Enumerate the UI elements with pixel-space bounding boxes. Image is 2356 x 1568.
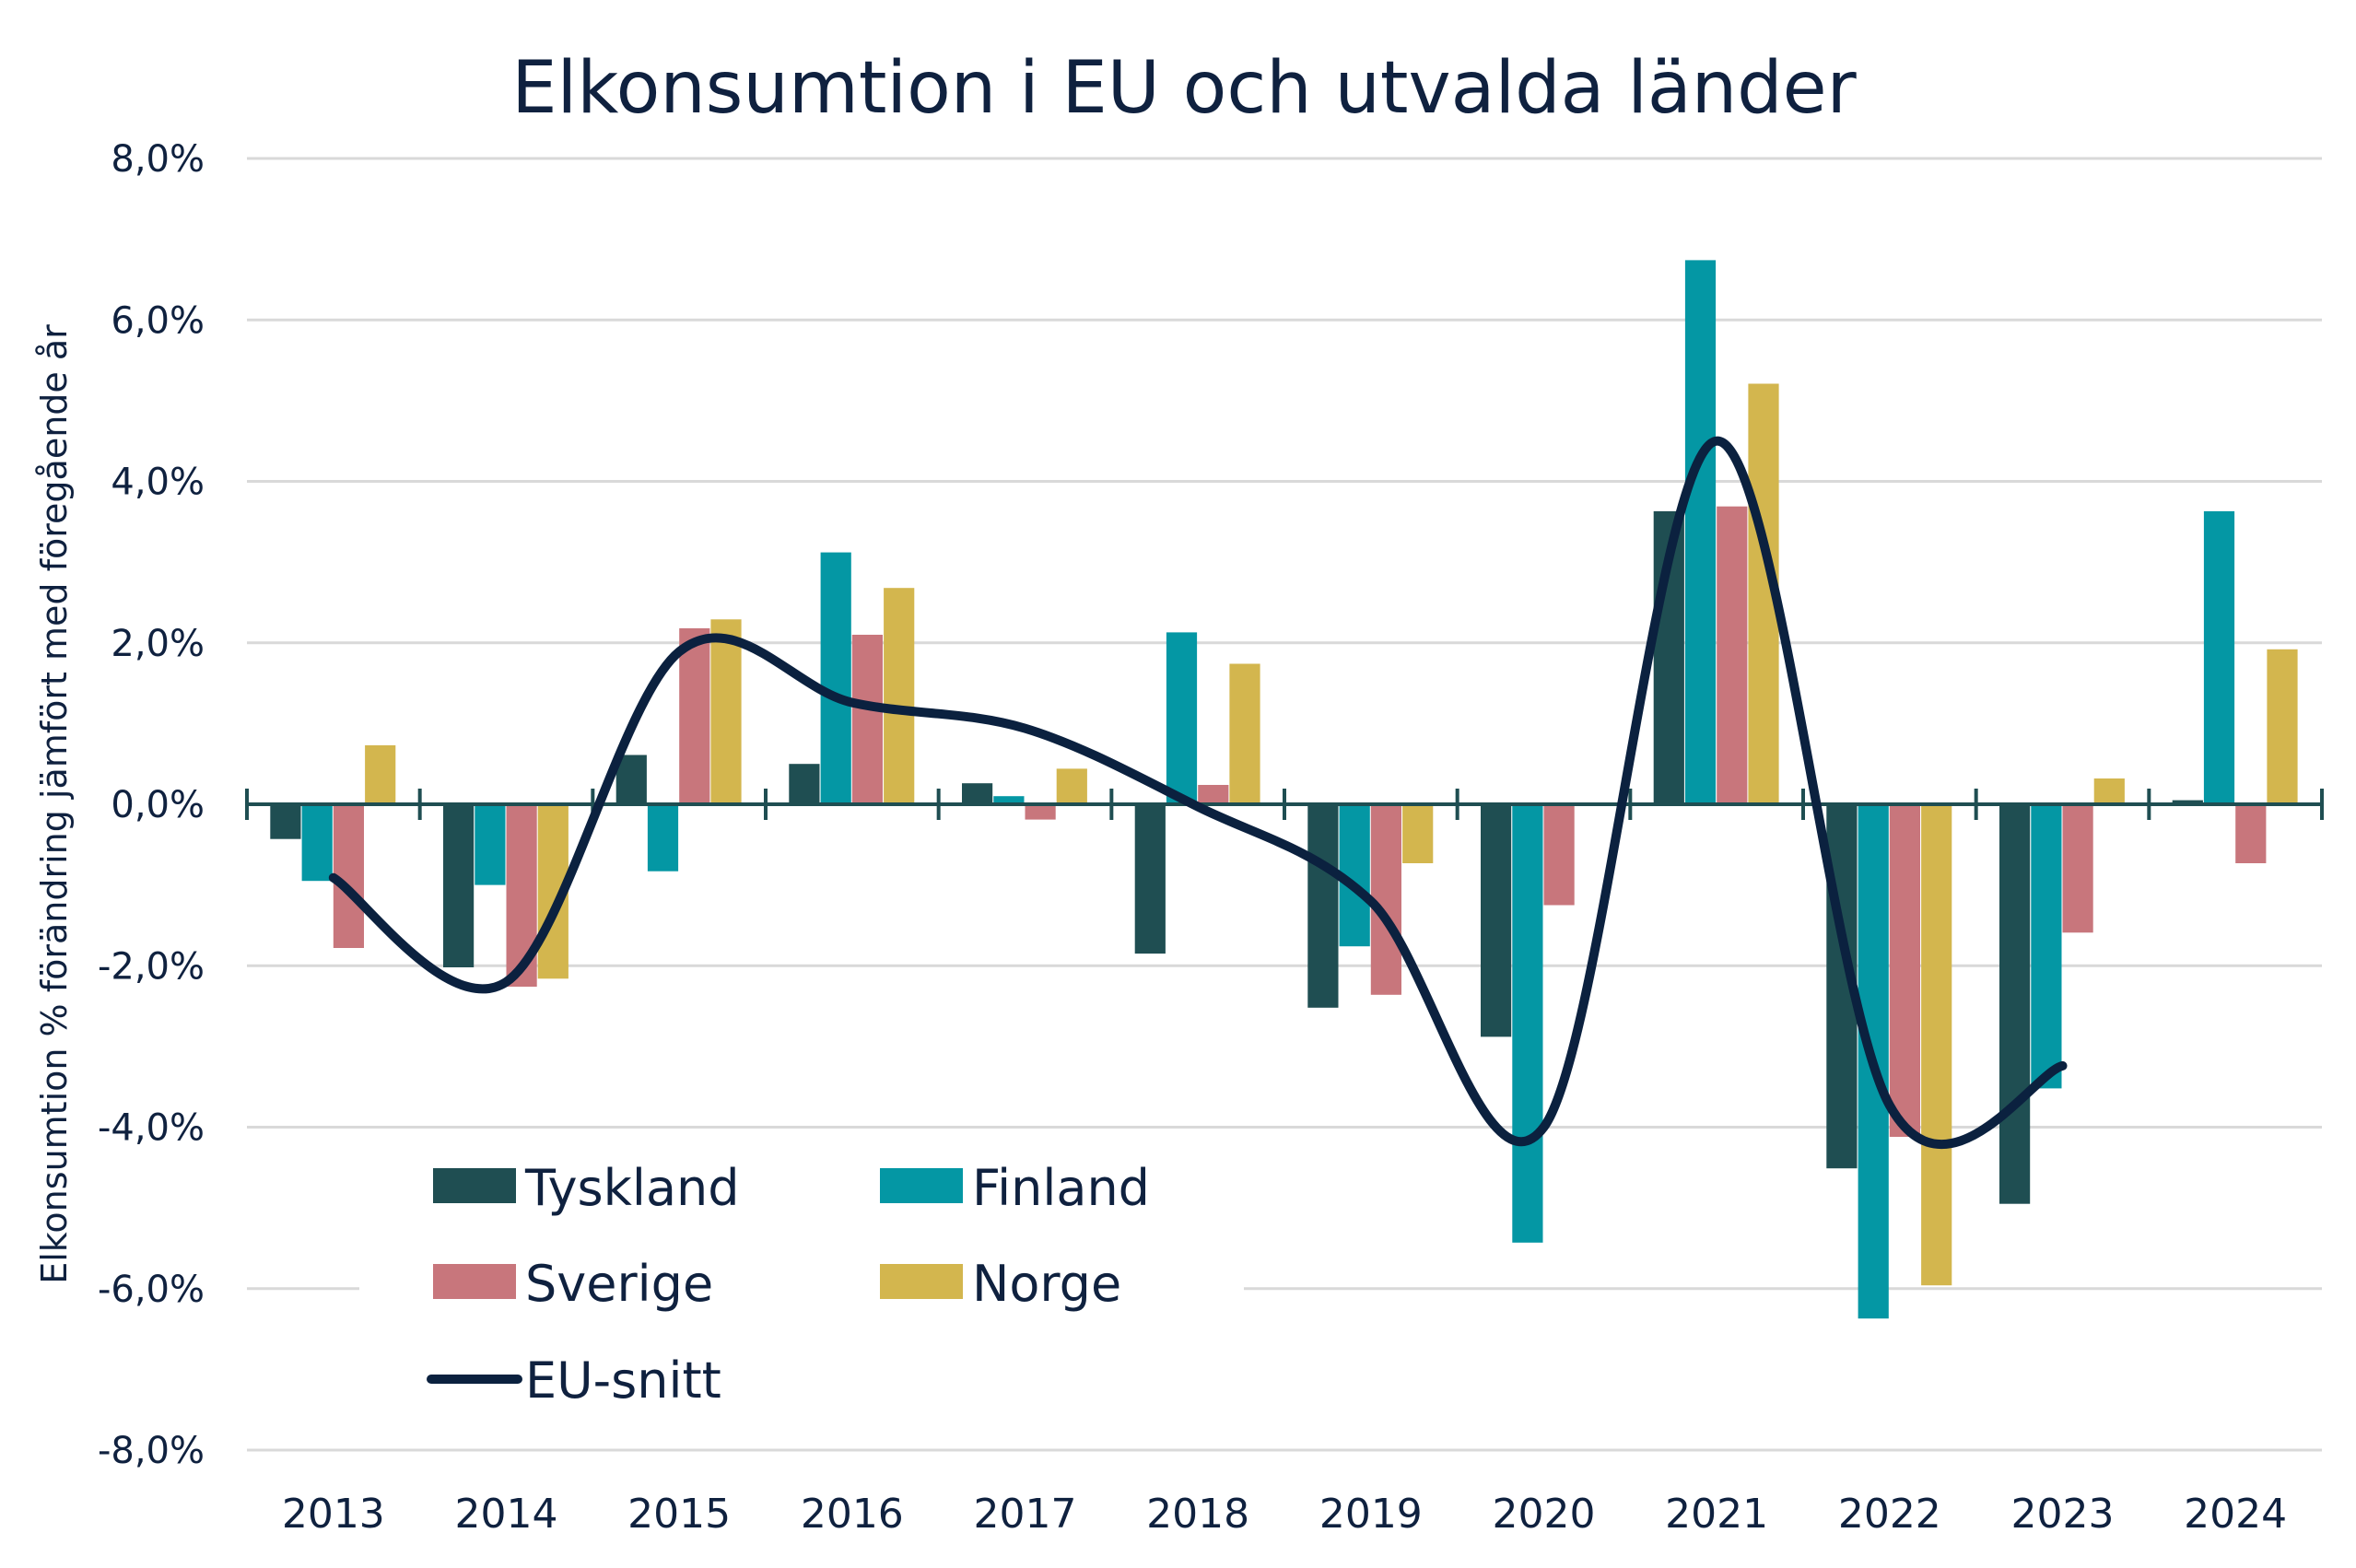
- chart-title: Elkonsumtion i EU och utvalda länder: [511, 47, 1857, 130]
- y-tick-label: 0,0%: [111, 784, 205, 826]
- bar-tyskland-2017: [962, 783, 993, 804]
- y-tick-label: -2,0%: [98, 945, 205, 988]
- y-tick-label: -8,0%: [98, 1430, 205, 1472]
- bar-finland-2021: [1684, 260, 1717, 804]
- y-axis-title: Elkonsumtion % förändring jämfört med fö…: [34, 324, 75, 1284]
- legend-item-norge: Norge: [880, 1255, 1121, 1313]
- legend-label: Finland: [972, 1159, 1150, 1217]
- x-tick-label: 2015: [627, 1491, 731, 1538]
- x-tick-label: 2017: [974, 1491, 1077, 1538]
- legend-swatch: [433, 1264, 516, 1299]
- bar-sverige-2016: [851, 635, 883, 804]
- eu-average-line-layer: [328, 436, 2068, 1150]
- bar-norge-2022: [1921, 804, 1952, 1286]
- bar-norge-2024: [2267, 649, 2298, 804]
- bar-norge-2023: [2093, 778, 2125, 804]
- bar-sverige-2022: [1889, 804, 1920, 1137]
- bar-sverige-2015: [679, 628, 710, 804]
- x-tick-label: 2016: [801, 1491, 904, 1538]
- bar-tyskland-2013: [270, 804, 301, 839]
- y-tick-label: -4,0%: [98, 1107, 205, 1150]
- bar-sverige-2020: [1543, 804, 1575, 906]
- x-tick-label: 2014: [455, 1491, 558, 1538]
- legend-swatch: [880, 1168, 963, 1203]
- bar-tyskland-2018: [1134, 804, 1166, 954]
- bar-tyskland-2014: [443, 804, 475, 967]
- legend-item-eu-snitt: EU-snitt: [427, 1352, 721, 1410]
- bar-sverige-2021: [1717, 506, 1748, 804]
- bar-finland-2016: [820, 552, 851, 804]
- x-axis-ticks: 2013 2014 2015 2016 2017 2018 2019 2020 2021 2022…: [282, 1491, 2287, 1538]
- x-tick-label: 2021: [1665, 1491, 1768, 1538]
- bar-tyskland-2023: [1999, 804, 2031, 1204]
- bar-sverige-2023: [2062, 804, 2093, 933]
- bar-finland-2018: [1166, 632, 1198, 804]
- bar-sverige-2017: [1025, 804, 1056, 820]
- bar-norge-2015: [710, 619, 742, 804]
- y-tick-label: -6,0%: [98, 1269, 205, 1311]
- bar-norge-2019: [1402, 804, 1434, 863]
- legend-label: Norge: [972, 1255, 1121, 1313]
- y-tick-label: 2,0%: [111, 623, 205, 665]
- x-tick-label: 2018: [1146, 1491, 1249, 1538]
- bar-norge-2013: [365, 745, 396, 804]
- legend-item-sverige: Sverige: [433, 1255, 713, 1313]
- y-tick-label: 8,0%: [111, 138, 205, 181]
- bar-finland-2024: [2203, 510, 2235, 804]
- bar-tyskland-2020: [1481, 804, 1512, 1037]
- x-tick-label: 2019: [1319, 1491, 1423, 1538]
- bar-sverige-2024: [2235, 804, 2267, 863]
- legend-swatch: [433, 1168, 516, 1203]
- x-tick-label: 2023: [2011, 1491, 2115, 1538]
- x-tick-label: 2013: [282, 1491, 385, 1538]
- bars: [270, 260, 2298, 1319]
- bar-finland-2020: [1512, 804, 1543, 1243]
- bar-norge-2018: [1229, 663, 1260, 804]
- bar-tyskland-2019: [1307, 804, 1339, 1008]
- bar-sverige-2019: [1370, 804, 1401, 995]
- bar-finland-2013: [301, 804, 333, 882]
- bar-finland-2014: [475, 804, 506, 885]
- bar-finland-2017: [993, 796, 1025, 804]
- legend-swatch: [880, 1264, 963, 1299]
- bar-finland-2015: [647, 804, 679, 872]
- bar-norge-2017: [1056, 768, 1087, 804]
- y-axis-ticks: 8,0% 6,0% 4,0% 2,0% 0,0% -2,0% -4,0% -6,0% -8,0%: [98, 138, 205, 1472]
- x-tick-label: 2024: [2184, 1491, 2287, 1538]
- eu-average-line: [328, 436, 2068, 1150]
- bar-tyskland-2024: [2172, 800, 2203, 804]
- y-tick-label: 4,0%: [111, 462, 205, 504]
- x-tick-label: 2020: [1493, 1491, 1596, 1538]
- bar-sverige-2018: [1198, 785, 1229, 804]
- legend-label: Sverige: [525, 1255, 713, 1313]
- legend-item-finland: Finland: [880, 1159, 1150, 1217]
- bar-tyskland-2015: [615, 755, 647, 804]
- y-tick-label: 6,0%: [111, 299, 205, 342]
- legend-label: EU-snitt: [525, 1352, 721, 1410]
- x-tick-label: 2022: [1838, 1491, 1941, 1538]
- bar-finland-2023: [2031, 804, 2062, 1089]
- bar-norge-2016: [884, 588, 915, 804]
- legend: Tyskland Finland Sverige Norge EU-snitt: [427, 1159, 1150, 1410]
- legend-item-tyskland: Tyskland: [433, 1159, 740, 1217]
- legend-label: Tyskland: [524, 1159, 740, 1217]
- bar-tyskland-2016: [789, 764, 820, 804]
